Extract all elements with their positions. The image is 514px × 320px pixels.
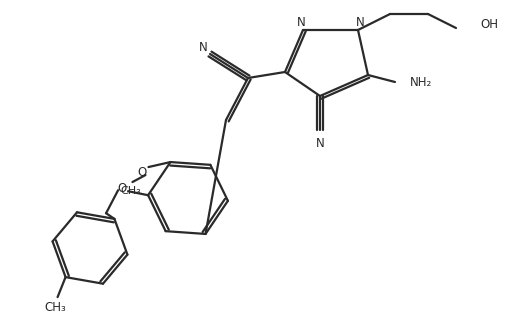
Text: NH₂: NH₂ <box>410 76 432 89</box>
Text: O: O <box>138 165 147 179</box>
Text: CH₃: CH₃ <box>120 186 141 196</box>
Text: N: N <box>356 15 364 28</box>
Text: N: N <box>316 137 324 149</box>
Text: N: N <box>198 41 207 53</box>
Text: CH₃: CH₃ <box>45 300 66 314</box>
Text: OH: OH <box>480 18 498 30</box>
Text: N: N <box>297 15 305 28</box>
Text: O: O <box>118 182 127 195</box>
